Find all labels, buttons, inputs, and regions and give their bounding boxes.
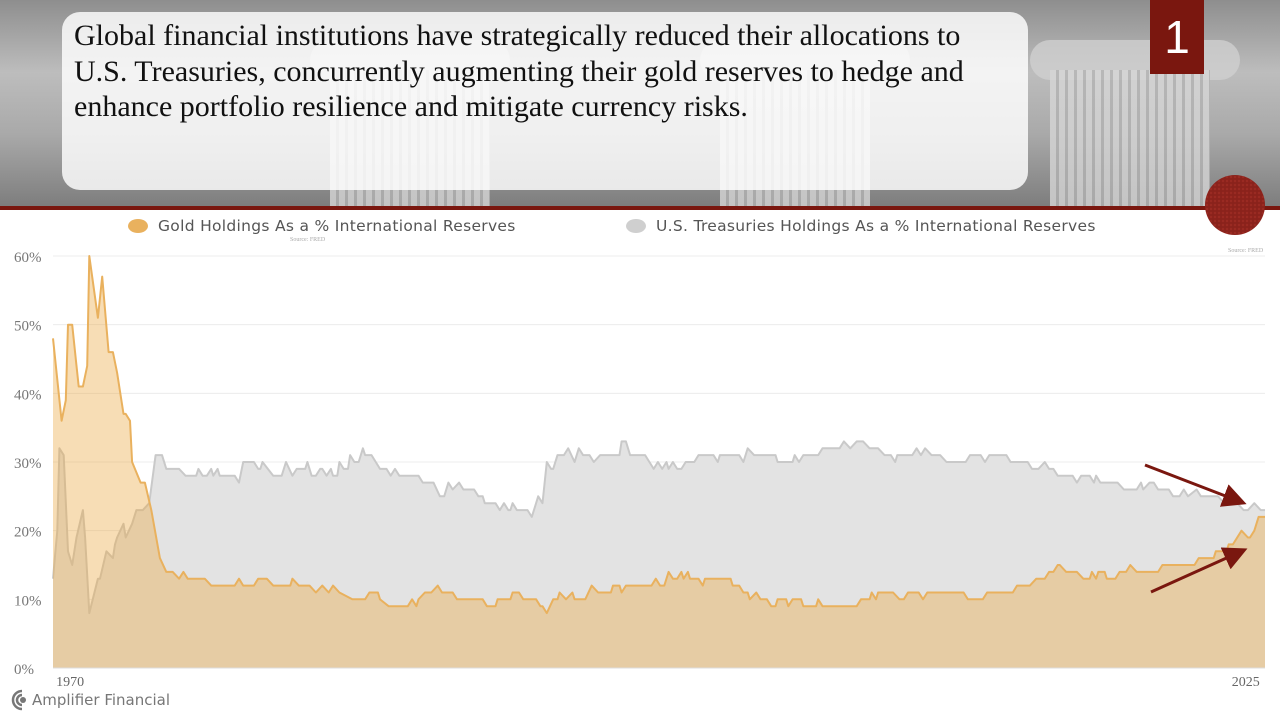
y-tick-label: 10%	[14, 593, 42, 609]
gold-line	[52, 255, 1265, 615]
x-tick-label: 2025	[1232, 675, 1260, 690]
amplifier-logo-icon	[11, 689, 26, 711]
source-note: Source: FRED	[290, 237, 326, 243]
y-tick-label: 60%	[14, 250, 42, 266]
treasuries-area	[53, 441, 1265, 668]
gold-legend-swatch	[128, 219, 148, 233]
footer-brand: Amplifier Financial	[8, 688, 170, 712]
source-note: Source: FRED	[1228, 248, 1264, 254]
annotation-arrow-gold	[1150, 547, 1248, 594]
x-tick-label: 1970	[56, 675, 84, 690]
y-tick-label: 20%	[14, 525, 42, 541]
legend-item-gold: Gold Holdings As a % International Reser…	[128, 217, 516, 235]
y-tick-label: 30%	[14, 456, 42, 472]
legend-item-treasuries: U.S. Treasuries Holdings As a % Internat…	[626, 217, 1096, 235]
slide-title: Global financial institutions have strat…	[74, 19, 964, 123]
legend-label-gold: Gold Holdings As a % International Reser…	[158, 217, 516, 235]
annotation-arrow-treasuries	[1144, 463, 1247, 507]
legend-label-treasuries: U.S. Treasuries Holdings As a % Internat…	[656, 217, 1096, 235]
column-decoration	[1050, 70, 1210, 207]
treasuries-line	[52, 440, 1265, 615]
title-box: Global financial institutions have strat…	[62, 12, 1028, 190]
treasury-legend-swatch	[626, 219, 646, 233]
accent-divider	[0, 206, 1280, 210]
y-tick-label: 0%	[14, 662, 34, 678]
decorative-circle	[1205, 175, 1265, 235]
brand-name: Amplifier Financial	[32, 691, 171, 709]
slide-number-badge: 1	[1150, 0, 1204, 74]
y-tick-label: 40%	[14, 387, 42, 403]
y-tick-label: 50%	[14, 319, 42, 335]
header-banner: Global financial institutions have strat…	[0, 0, 1280, 207]
